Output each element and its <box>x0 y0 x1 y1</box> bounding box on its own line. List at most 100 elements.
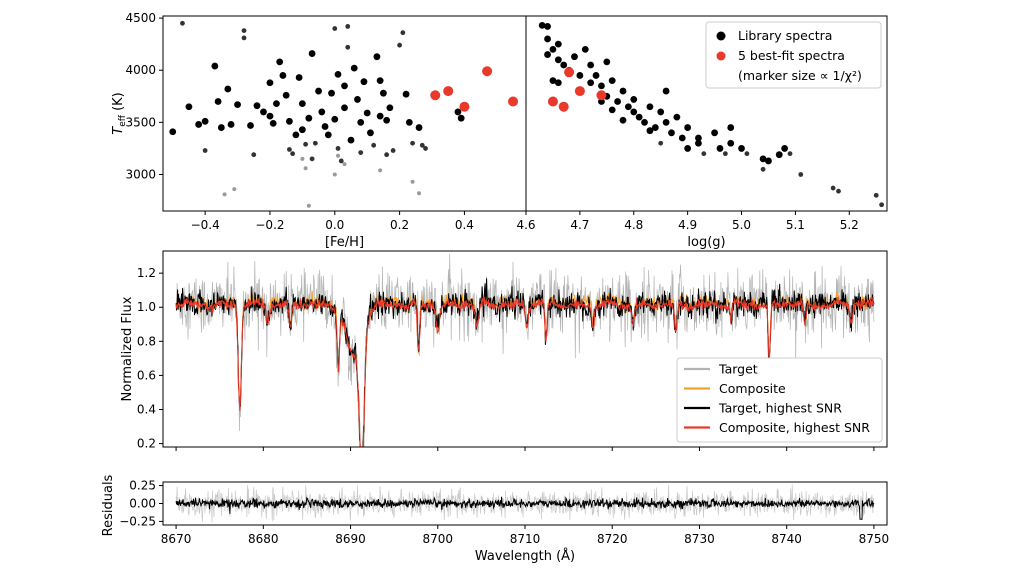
y-tick-label: 0.00 <box>129 497 156 511</box>
legend-marker-library <box>716 31 726 41</box>
legend-label-library: Library spectra <box>738 28 832 43</box>
library-point <box>765 157 772 165</box>
library-point <box>251 152 257 158</box>
library-point <box>701 151 707 157</box>
library-point <box>415 124 423 131</box>
library-point <box>211 62 219 70</box>
library-point-faint <box>232 187 237 192</box>
legend-box <box>705 21 882 89</box>
x-tick-label: 8750 <box>859 532 890 546</box>
y-axis-label: Teff (K) <box>111 92 128 135</box>
library-point <box>787 151 793 157</box>
y-tick-label: 0.4 <box>137 403 156 417</box>
library-point-faint <box>336 153 341 158</box>
library-point <box>383 116 391 124</box>
x-tick-label: 8670 <box>161 532 192 546</box>
library-point <box>554 79 562 87</box>
library-point <box>266 112 274 120</box>
library-point <box>371 142 377 148</box>
library-point <box>624 103 632 111</box>
library-point <box>457 114 465 122</box>
library-point <box>185 103 193 111</box>
library-point <box>386 104 394 112</box>
library-point <box>376 112 384 120</box>
library-point <box>373 53 381 61</box>
x-tick-label: 5.1 <box>786 218 805 232</box>
library-point <box>347 136 355 144</box>
library-point <box>321 123 329 130</box>
library-point <box>367 129 374 137</box>
library-point <box>405 118 413 126</box>
library-point <box>345 24 351 29</box>
feh-scatter-panel: −0.4 −0.2 0.0 0.2 0.4 3000 3500 4000 4500 Teff (K… <box>111 11 527 250</box>
library-point <box>305 114 313 122</box>
y-tick-label: 0.8 <box>137 334 156 348</box>
library-point <box>400 30 406 36</box>
x-tick-label: 0.2 <box>390 218 409 232</box>
library-point <box>646 103 654 111</box>
library-point-faint <box>378 168 383 173</box>
library-point <box>202 148 208 153</box>
y-tick-label: 1.2 <box>137 266 156 280</box>
y-tick-label: 4000 <box>125 63 156 77</box>
library-point <box>581 45 589 53</box>
x-tick-label: 0.4 <box>455 218 474 232</box>
library-point <box>695 134 702 142</box>
library-point <box>227 121 235 128</box>
library-point <box>657 108 665 116</box>
library-point <box>312 140 318 146</box>
library-point <box>608 77 616 85</box>
library-point <box>384 152 390 158</box>
library-point <box>592 72 600 79</box>
library-point <box>331 115 339 123</box>
library-point <box>253 102 261 110</box>
library-point-faint <box>306 203 311 208</box>
y-tick-label: 1.0 <box>137 300 156 314</box>
library-point <box>357 118 365 126</box>
bestfit-point <box>574 86 585 97</box>
library-point <box>684 124 692 131</box>
library-point <box>716 145 724 152</box>
y-tick-label: −0.25 <box>119 514 156 528</box>
library-point <box>544 35 551 43</box>
library-point <box>662 118 670 126</box>
library-point <box>554 56 562 64</box>
library-point <box>603 58 611 66</box>
y-tick-label: 0.2 <box>137 437 156 451</box>
x-tick-label: 8700 <box>422 532 453 546</box>
residual-line <box>175 496 875 520</box>
y-tick-label: 3500 <box>125 115 156 129</box>
library-point <box>738 145 745 152</box>
library-point <box>180 20 185 26</box>
library-point <box>260 108 267 116</box>
library-point <box>646 127 654 135</box>
library-point <box>376 77 384 85</box>
residuals-panel: 0.25 0.00 −0.25 8670 8680 8690 8700 8710 8720 873… <box>101 474 889 564</box>
library-point <box>727 139 735 147</box>
x-tick-label: 4.9 <box>678 218 697 232</box>
library-point <box>241 28 247 33</box>
library-point <box>571 53 578 61</box>
library-point <box>287 147 292 152</box>
library-point <box>234 101 241 109</box>
library-point <box>759 155 767 163</box>
x-axis-label: log(g) <box>687 235 725 250</box>
x-tick-label: 5.2 <box>840 218 859 232</box>
library-point <box>295 74 303 81</box>
library-point <box>273 100 280 107</box>
x-tick-label: 8690 <box>335 532 366 546</box>
library-point <box>419 142 425 148</box>
y-tick-label: 3000 <box>125 168 156 182</box>
library-point <box>338 158 344 164</box>
library-point <box>673 113 681 121</box>
library-point <box>292 131 300 139</box>
library-point <box>341 104 348 112</box>
y-tick-label: 0.6 <box>137 368 156 382</box>
library-point <box>290 151 296 157</box>
library-point <box>560 61 568 69</box>
library-point <box>614 98 621 105</box>
library-point <box>279 72 287 79</box>
library-point <box>873 192 879 198</box>
x-tick-label: 8730 <box>684 532 715 546</box>
